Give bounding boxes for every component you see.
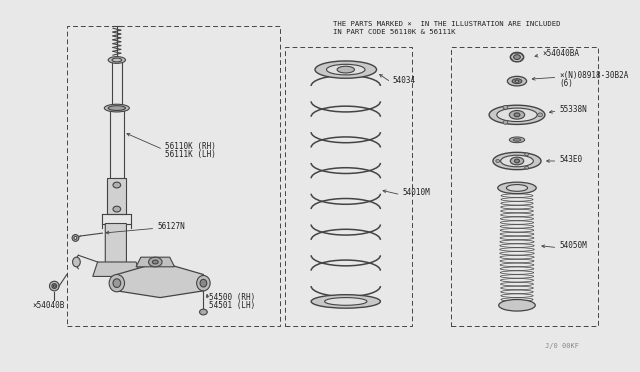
Ellipse shape [108,57,125,63]
Ellipse shape [53,285,55,287]
Ellipse shape [113,182,121,188]
Ellipse shape [503,121,508,124]
Polygon shape [136,257,175,267]
Ellipse shape [509,110,525,119]
Ellipse shape [72,235,79,241]
Ellipse shape [497,108,537,122]
Ellipse shape [515,80,519,82]
Ellipse shape [196,275,210,291]
Text: 56111K (LH): 56111K (LH) [165,150,216,159]
Ellipse shape [525,166,529,169]
Ellipse shape [510,52,524,62]
Ellipse shape [500,155,533,167]
Ellipse shape [152,260,158,264]
Text: 56110K (RH): 56110K (RH) [165,142,216,151]
Ellipse shape [326,64,365,75]
Ellipse shape [510,157,524,165]
Ellipse shape [509,137,525,143]
Ellipse shape [109,275,125,292]
Ellipse shape [104,104,129,112]
Ellipse shape [49,281,59,291]
Bar [108,178,127,214]
Bar [451,48,598,327]
Text: ×(N)08918-30B2A: ×(N)08918-30B2A [559,71,628,80]
Text: 54050M: 54050M [559,241,587,250]
Text: 543E0: 543E0 [559,154,582,164]
Ellipse shape [515,159,520,163]
Ellipse shape [74,237,77,240]
Polygon shape [117,262,204,298]
Polygon shape [105,224,127,272]
Text: 55338N: 55338N [559,105,587,113]
Text: 54034: 54034 [393,76,416,85]
Text: ×54040BA: ×54040BA [542,49,579,58]
Ellipse shape [498,182,536,194]
Ellipse shape [148,257,162,267]
Ellipse shape [514,55,520,60]
Ellipse shape [489,105,545,125]
Text: 54501 (LH): 54501 (LH) [209,301,255,310]
Ellipse shape [72,257,80,267]
Ellipse shape [52,283,57,288]
Ellipse shape [499,299,535,311]
Ellipse shape [113,279,121,288]
Text: J/0 00KF: J/0 00KF [545,343,579,349]
Text: IN PART CODE 56110K & 56111K: IN PART CODE 56110K & 56111K [333,29,456,35]
Ellipse shape [513,138,521,141]
Text: ×54040B: ×54040B [32,301,65,310]
Ellipse shape [108,106,125,110]
Ellipse shape [514,113,520,117]
Text: 54500 (RH): 54500 (RH) [209,293,255,302]
Ellipse shape [525,153,529,156]
Ellipse shape [508,76,527,86]
Ellipse shape [324,298,367,305]
Ellipse shape [503,105,508,109]
Ellipse shape [512,79,522,84]
Ellipse shape [493,152,541,170]
Bar [285,48,412,327]
Ellipse shape [496,160,500,163]
Ellipse shape [337,66,355,73]
Ellipse shape [538,113,543,117]
Text: (6): (6) [559,78,573,87]
Text: 54010M: 54010M [403,188,430,197]
Polygon shape [93,262,141,276]
Ellipse shape [315,61,376,78]
Ellipse shape [113,206,121,212]
Ellipse shape [200,279,207,287]
Text: THE PARTS MARKED ×  IN THE ILLUSTRATION ARE INCLUDED: THE PARTS MARKED × IN THE ILLUSTRATION A… [333,22,561,28]
Ellipse shape [311,295,380,308]
Text: 56127N: 56127N [157,222,185,231]
Bar [67,26,280,327]
Ellipse shape [506,185,527,191]
Ellipse shape [200,309,207,315]
